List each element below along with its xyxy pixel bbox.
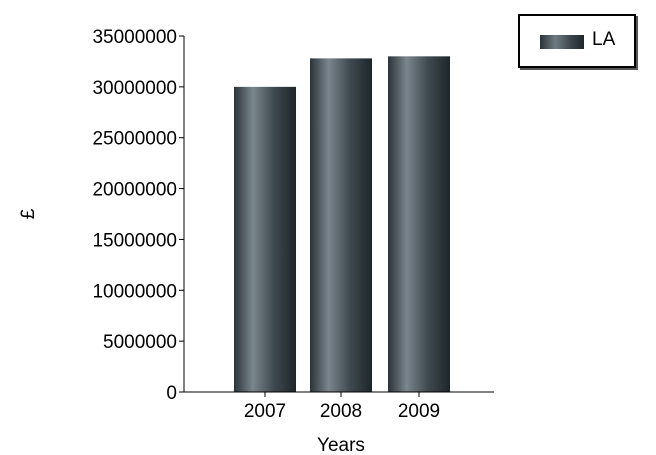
x-axis-ticks: 2007 2008 2009 bbox=[244, 392, 440, 422]
y-tick-label: 5000000 bbox=[103, 332, 177, 353]
bar-2008 bbox=[310, 58, 372, 393]
x-tick-label-2008: 2008 bbox=[320, 401, 362, 422]
y-tick-label: 0 bbox=[166, 383, 177, 404]
legend-label-la: LA bbox=[592, 29, 616, 50]
y-tick-label: 10000000 bbox=[92, 281, 177, 302]
y-tick-label: 20000000 bbox=[92, 180, 177, 201]
y-tick-label: 35000000 bbox=[92, 27, 177, 48]
x-axis-title: Years bbox=[317, 435, 365, 455]
y-tick-label: 25000000 bbox=[92, 129, 177, 150]
legend-swatch-la bbox=[540, 35, 584, 49]
legend: LA bbox=[518, 14, 636, 68]
y-tick-label: 30000000 bbox=[92, 78, 177, 99]
bar-2009 bbox=[388, 56, 450, 392]
bars bbox=[234, 56, 450, 393]
y-axis-ticks: 0 5000000 10000000 15000000 20000000 25000000… bbox=[92, 27, 184, 404]
bar-2007 bbox=[234, 86, 296, 392]
y-tick-label: 15000000 bbox=[92, 230, 177, 251]
x-tick-label-2009: 2009 bbox=[398, 401, 440, 422]
y-axis-title: £ bbox=[18, 208, 39, 219]
x-tick-label-2007: 2007 bbox=[244, 401, 286, 422]
